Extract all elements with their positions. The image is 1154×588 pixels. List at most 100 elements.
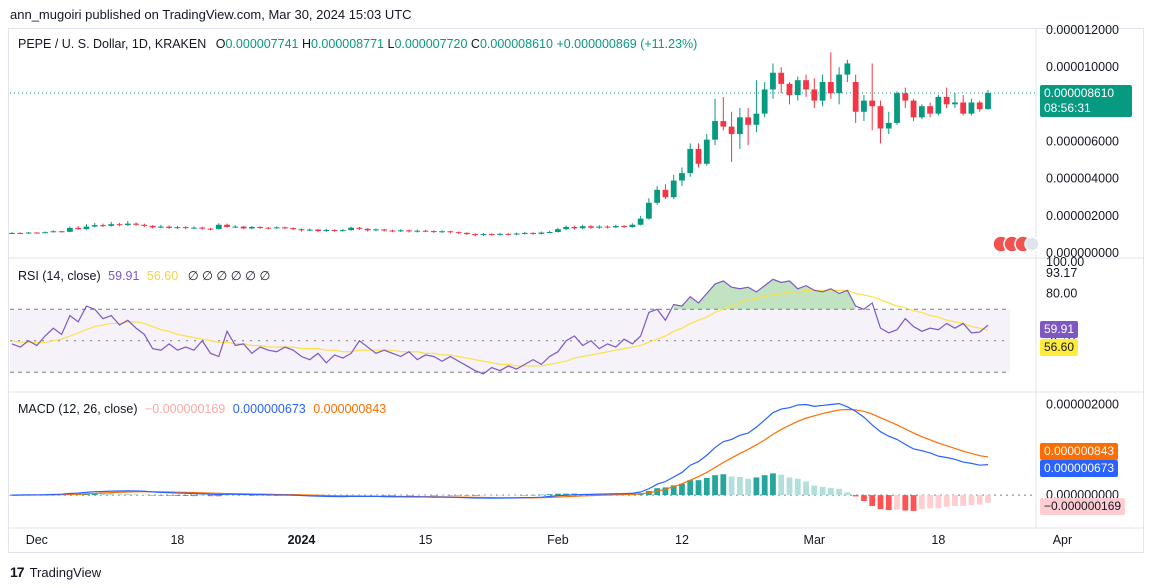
macd-histogram-bar xyxy=(199,495,206,497)
macd-histogram-bar xyxy=(356,495,363,496)
candle-body xyxy=(604,226,611,228)
macd-signal-line xyxy=(11,408,989,499)
candle-body xyxy=(645,202,652,219)
candle-body xyxy=(927,106,933,114)
macd-histogram-bar xyxy=(538,494,545,496)
candle-body xyxy=(662,189,669,198)
macd-histogram-bar xyxy=(910,495,917,511)
macd-histogram-bar xyxy=(877,495,884,510)
macd-histogram-bar xyxy=(257,495,264,496)
macd-histogram-bar xyxy=(861,495,867,501)
macd-histogram-bar xyxy=(488,495,495,496)
candle-body xyxy=(670,180,677,198)
rsi-title[interactable]: RSI (14, close) xyxy=(18,269,101,283)
time-tick-label: Mar xyxy=(804,533,826,547)
candle-body xyxy=(306,229,313,231)
rsi-empty-values: ∅ ∅ ∅ ∅ ∅ ∅ xyxy=(187,269,271,283)
tradingview-logo-icon[interactable]: 17 xyxy=(10,564,25,580)
candle-body xyxy=(439,231,445,233)
candle-body xyxy=(422,230,429,232)
candle-body xyxy=(215,224,222,230)
macd-histogram-bar xyxy=(819,486,826,496)
macd-histogram-bar xyxy=(563,493,570,496)
currency-flags-icon[interactable] xyxy=(992,235,1040,253)
macd-histogram-bar xyxy=(348,495,355,496)
candle-body xyxy=(290,228,297,230)
high-value: 0.000008771 xyxy=(311,37,384,51)
candle-body xyxy=(505,233,512,235)
rsi-tick-label: 100.00 xyxy=(1046,255,1084,269)
macd-histogram-bar xyxy=(960,495,967,506)
candle-body xyxy=(447,231,454,233)
macd-histogram-bar xyxy=(811,485,818,496)
macd-histogram-bar xyxy=(373,495,379,496)
macd-title[interactable]: MACD (12, 26, close) xyxy=(18,402,138,416)
footer: 17 TradingView xyxy=(10,564,101,580)
candle-body xyxy=(224,224,230,227)
macd-histogram-bar xyxy=(455,495,462,496)
candle-body xyxy=(497,233,503,235)
candle-body xyxy=(488,234,495,236)
rsi-tick-label: 93.17 xyxy=(1046,266,1077,280)
macd-histogram-bar xyxy=(687,480,694,496)
candle-body xyxy=(803,80,809,90)
candle-body xyxy=(612,226,619,228)
candle-body xyxy=(17,232,24,234)
candle-body xyxy=(323,229,330,232)
candle-body xyxy=(546,232,553,234)
macd-histogram-bar xyxy=(894,495,900,510)
rsi-legend: RSI (14, close) 59.91 56.60 ∅ ∅ ∅ ∅ ∅ ∅ xyxy=(18,268,270,283)
symbol-title[interactable]: PEPE / U. S. Dollar, 1D, KRAKEN xyxy=(18,37,207,51)
candle-body xyxy=(124,223,131,226)
candle-body xyxy=(282,227,288,229)
macd-histogram-bar xyxy=(157,495,164,496)
macd-histogram-bar xyxy=(497,495,503,496)
macd-histogram-bar xyxy=(943,495,950,507)
candle-body xyxy=(968,102,975,114)
candle-body xyxy=(315,229,321,232)
rsi-group xyxy=(11,278,989,375)
candle-body xyxy=(819,82,826,101)
macd-histogram-bar xyxy=(679,483,685,496)
candle-body xyxy=(406,230,412,232)
candle-body xyxy=(712,121,718,140)
candle-body xyxy=(794,80,801,96)
candle-body xyxy=(480,234,487,236)
macd-tick-label: 0.000002000 xyxy=(1046,398,1119,412)
macd-histogram-bar xyxy=(703,477,710,496)
macd-histogram-bar xyxy=(224,495,230,496)
candle-body xyxy=(827,82,834,94)
candle-body xyxy=(521,232,528,234)
price-tick-label: 0.000004000 xyxy=(1046,172,1119,186)
candle-body xyxy=(770,72,776,90)
candle-body xyxy=(339,230,346,232)
time-tick-label: 12 xyxy=(675,533,689,547)
macd-histogram-bar xyxy=(232,495,239,496)
candle-body xyxy=(588,226,594,228)
macd-histogram-bar xyxy=(935,495,942,509)
macd-histogram-bar xyxy=(447,495,454,496)
candle-body xyxy=(902,93,909,101)
macd-histogram-bar xyxy=(215,495,222,497)
candle-body xyxy=(133,223,139,225)
price-tick-label: 0.000002000 xyxy=(1046,209,1119,223)
macd-histogram-bar xyxy=(885,495,892,511)
macd-histogram-bar xyxy=(240,495,247,496)
time-tick-label: Apr xyxy=(1053,533,1072,547)
candle-body xyxy=(232,226,239,228)
footer-brand[interactable]: TradingView xyxy=(29,564,102,580)
low-value: 0.000007720 xyxy=(394,37,468,51)
macd-histogram-bar xyxy=(869,495,876,506)
macd-histogram-bar xyxy=(786,477,793,496)
macd-histogram-bar xyxy=(555,493,561,496)
candle-body xyxy=(960,102,967,114)
price-tick-label: 0.000006000 xyxy=(1046,135,1119,149)
publisher-line: ann_mugoiri published on TradingView.com… xyxy=(10,7,412,22)
time-tick-label: Feb xyxy=(547,533,569,547)
macd-histogram-bar xyxy=(836,488,843,496)
candle-body xyxy=(207,228,214,230)
candle-body xyxy=(455,232,462,234)
candle-body xyxy=(745,117,752,125)
macd-histogram-bar xyxy=(100,493,106,496)
